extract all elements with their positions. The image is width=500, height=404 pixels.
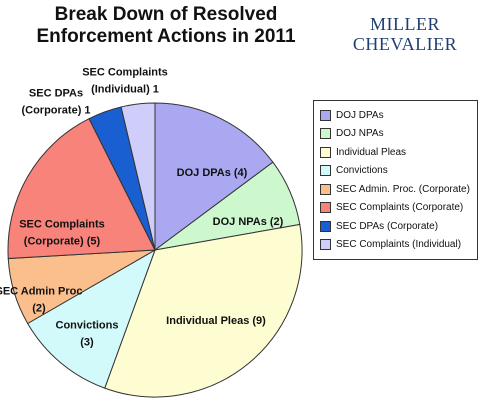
pie-slice-doj-dpas [154, 102, 274, 251]
legend-swatch [320, 183, 331, 195]
chart-title: Break Down of Resolved Enforcement Actio… [16, 4, 316, 48]
slice-label-line: SEC DPAs [29, 88, 83, 100]
slice-label-convictions: Convictions (3) [56, 320, 119, 349]
legend-swatch [320, 165, 331, 177]
slice-label-individual-pleas: Individual Pleas (9) [166, 315, 266, 327]
slice-label-line: Individual Pleas (9) [166, 315, 266, 327]
slice-label-line: Convictions [56, 320, 119, 332]
slice-label-sec-admin-proc-corporate: SEC Admin Proc (2) [0, 286, 83, 315]
slice-label-line: DOJ NPAs (2) [213, 216, 284, 228]
legend-label: SEC Complaints (Corporate) [336, 202, 464, 214]
legend-label: Convictions [336, 165, 388, 177]
logo-line-1: MILLER [370, 14, 440, 34]
chart-legend: DOJ DPAs DOJ NPAs Individual Pleas Convicti… [313, 100, 478, 260]
slice-label-line: DOJ DPAs (4) [177, 167, 248, 179]
slice-label-line: SEC Admin Proc [0, 286, 83, 298]
slice-label-line: (Individual) 1 [91, 84, 159, 96]
legend-swatch [320, 146, 331, 158]
legend-item-sec-complaints-corporate: SEC Complaints (Corporate) [320, 199, 477, 218]
pie-slice-convictions [27, 248, 156, 389]
slice-label-line: (Corporate) 1 [21, 105, 90, 117]
legend-label: DOJ DPAs [336, 109, 384, 121]
legend-swatch [320, 239, 331, 251]
slice-label-line: (Corporate) (5) [24, 236, 101, 248]
slice-label-line: SEC Complaints [19, 219, 105, 231]
legend-label: SEC Complaints (Individual) [336, 239, 462, 251]
legend-item-sec-complaints-individual: SEC Complaints (Individual) [320, 236, 477, 255]
legend-item-individual-pleas: Individual Pleas [320, 143, 477, 162]
slice-label-doj-npas: DOJ NPAs (2) [213, 216, 284, 228]
legend-swatch [320, 128, 331, 140]
pie-slice-sec-complaints-individual [120, 102, 156, 251]
legend-swatch [320, 202, 331, 214]
slice-label-sec-complaints-individual: SEC Complaints (Individual) 1 [82, 67, 168, 96]
slice-label-sec-complaints-corporate: SEC Complaints (Corporate) (5) [19, 219, 105, 248]
legend-label: SEC Admin. Proc. (Corporate) [336, 183, 470, 195]
chart-title-line-2: Enforcement Actions in 2011 [36, 26, 296, 47]
legend-label: SEC DPAs (Corporate) [336, 220, 439, 232]
miller-chevalier-logo: MILLER CHEVALIER [350, 14, 460, 54]
legend-item-convictions: Convictions [320, 162, 477, 181]
legend-label: Individual Pleas [336, 146, 407, 158]
slice-label-line: SEC Complaints [82, 67, 168, 79]
legend-swatch [320, 220, 331, 232]
legend-swatch [320, 109, 331, 121]
legend-item-sec-admin-proc-corporate: SEC Admin. Proc. (Corporate) [320, 180, 477, 199]
slice-label-doj-dpas: DOJ DPAs (4) [177, 167, 248, 179]
legend-item-doj-npas: DOJ NPAs [320, 125, 477, 144]
legend-item-doj-dpas: DOJ DPAs [320, 106, 477, 125]
pie-slice-individual-pleas [104, 223, 303, 398]
legend-label: DOJ NPAs [336, 128, 384, 140]
slice-label-line: (2) [32, 303, 46, 315]
pie-chart: DOJ DPAs (4) DOJ NPAs (2) Individual Pleas… [0, 67, 303, 398]
pie-slice-sec-complaints-corporate [7, 117, 156, 260]
legend-item-sec-dpas-corporate: SEC DPAs (Corporate) [320, 217, 477, 236]
slice-label-line: (3) [80, 337, 94, 349]
slice-label-sec-dpas-corporate: SEC DPAs (Corporate) 1 [21, 88, 90, 117]
logo-line-2: CHEVALIER [352, 34, 458, 54]
chart-title-line-1: Break Down of Resolved [54, 4, 278, 25]
